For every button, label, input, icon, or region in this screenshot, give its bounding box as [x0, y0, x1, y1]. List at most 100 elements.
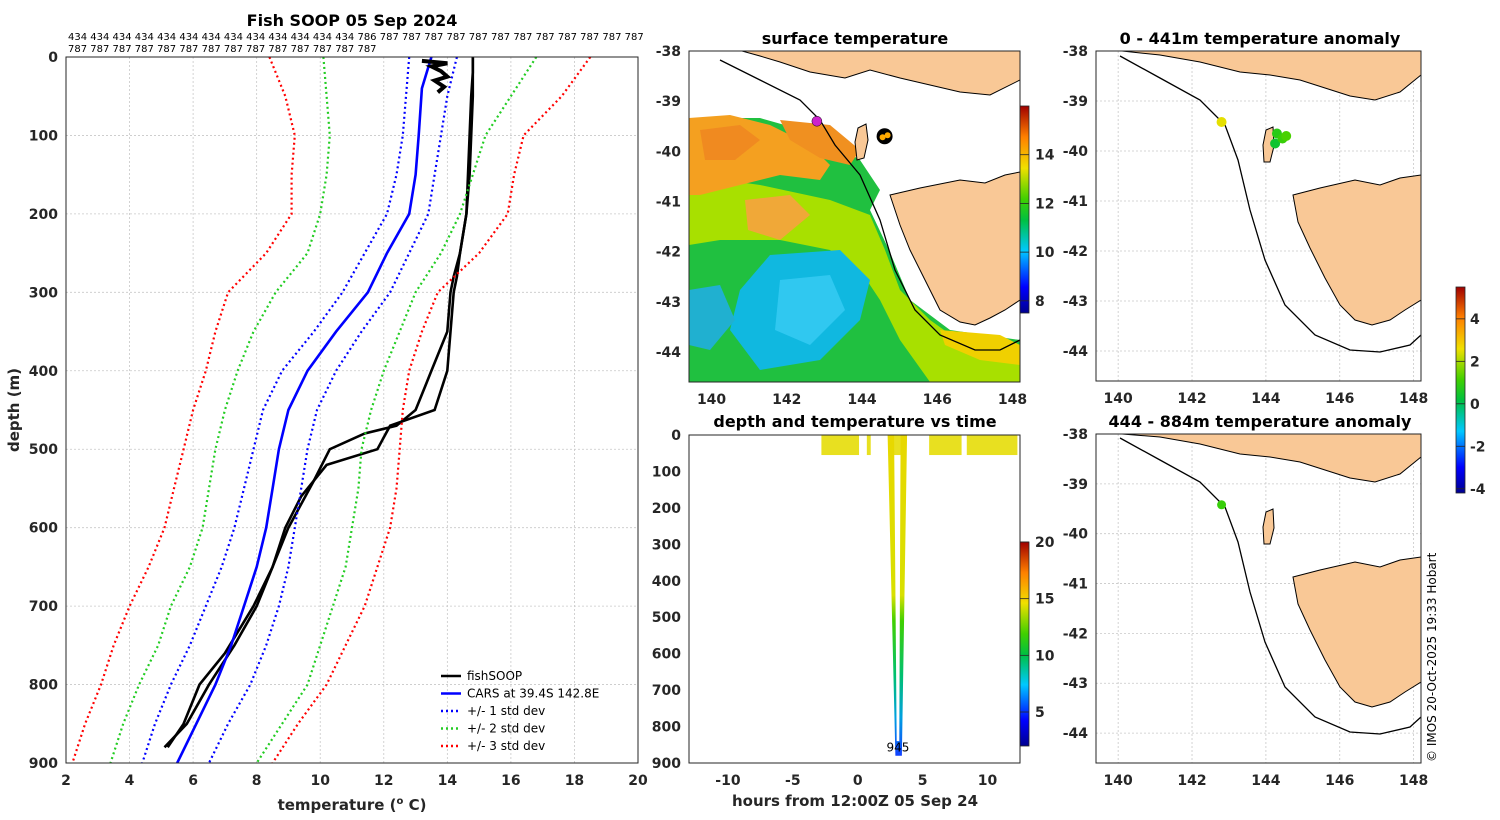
- series-line-1: [166, 57, 475, 749]
- y-tick-label: 0: [671, 428, 681, 444]
- x-tick-label: 6: [188, 773, 198, 789]
- x-tick-label: 144: [1251, 773, 1280, 789]
- anomaly-point: [1216, 117, 1227, 127]
- profile-series: [71, 57, 592, 763]
- anomaly-upper-ticks: 140 142 144 146 148 -38 -39 -40 -41 -42 -43 -44: [1063, 44, 1429, 407]
- y-tick-label: -39: [1063, 477, 1088, 493]
- profile-x-label: temperature (o C): [278, 796, 427, 814]
- x-tick-label: 144: [1251, 391, 1280, 407]
- mainland-australia: [741, 51, 1020, 96]
- anomaly-lower-ticks: 140 142 144 146 148 -38 -39 -40 -41 -42 -43 -44: [1063, 427, 1429, 789]
- legend-label: fishSOOP: [467, 669, 522, 683]
- x-tick-label: 146: [1325, 391, 1354, 407]
- anomaly-lower-map: [1119, 434, 1421, 735]
- profile-location-marker: [876, 128, 893, 145]
- vessel-position-marker: [811, 115, 823, 127]
- anomaly-upper-points: [1216, 117, 1292, 149]
- sst-field: [689, 115, 1020, 382]
- y-tick-label: 600: [29, 521, 58, 537]
- depth-time-title: depth and temperature vs time: [713, 412, 996, 431]
- x-tick-label: 148: [1399, 391, 1428, 407]
- profile-trace: [887, 435, 908, 756]
- x-tick-label: 20: [628, 773, 648, 789]
- series-line-4: [208, 57, 458, 763]
- colorbar-tick-label: 10: [1035, 648, 1055, 664]
- y-tick-label: -38: [656, 44, 681, 60]
- x-tick-label: 4: [125, 773, 135, 789]
- surface-temperature-map: [689, 51, 1020, 382]
- y-tick-label: 300: [652, 537, 681, 553]
- profile-title: Fish SOOP 05 Sep 2024: [247, 11, 458, 30]
- x-tick-label: 0: [853, 773, 863, 789]
- y-tick-label: 700: [652, 683, 681, 699]
- colorbar-tick-label: 4: [1470, 312, 1480, 328]
- y-tick-label: 500: [29, 442, 58, 458]
- profile-header-row2: 787 787 787 787 787 787 787 787 787 787 …: [68, 44, 377, 55]
- depth-time-frame: [688, 434, 1021, 764]
- x-tick-label: 5: [918, 773, 928, 789]
- profile-y-ticks: 0 100 200 300 400 500 600 700 800 900: [29, 50, 58, 772]
- x-tick-label: 12: [374, 773, 393, 789]
- anomaly-upper-panel: 0 - 441m temperature anomaly 140 142 144 14…: [1063, 29, 1429, 407]
- x-tick-label: 140: [1104, 773, 1133, 789]
- legend-label: CARS at 39.4S 142.8E: [467, 687, 599, 701]
- y-tick-label: 500: [652, 610, 681, 626]
- y-tick-label: 900: [652, 756, 681, 772]
- x-tick-label: 10: [978, 773, 998, 789]
- x-tick-label: 14: [438, 773, 458, 789]
- y-tick-label: -41: [1063, 577, 1088, 593]
- y-tick-label: -41: [656, 194, 681, 210]
- y-tick-label: -44: [1063, 344, 1089, 360]
- colorbar-tick-label: 2: [1470, 354, 1480, 370]
- x-tick-label: 16: [501, 773, 520, 789]
- y-tick-label: -38: [1063, 427, 1088, 443]
- depth-time-plot: [821, 435, 1018, 756]
- colorbar-tick-label: 15: [1035, 592, 1054, 608]
- y-tick-label: 800: [652, 720, 681, 736]
- y-tick-label: 400: [29, 364, 58, 380]
- y-tick-label: -43: [1063, 294, 1088, 310]
- colorbar-tick-label: 8: [1035, 294, 1045, 310]
- tasmania: [889, 171, 1020, 326]
- series-line-3: [141, 57, 411, 763]
- y-tick-label: -39: [1063, 94, 1088, 110]
- x-tick-label: 140: [697, 392, 726, 408]
- y-tick-label: -43: [656, 295, 681, 311]
- y-tick-label: 700: [29, 599, 58, 615]
- surface-data-band: [892, 435, 905, 456]
- x-tick-label: 18: [565, 773, 584, 789]
- surface-temperature-colorbar: 8 10 12 14: [1019, 105, 1055, 314]
- x-tick-label: 148: [998, 392, 1027, 408]
- shelf-contour: [719, 59, 1020, 351]
- anomaly-upper-map: [1119, 51, 1421, 353]
- colorbar-tick-label: -4: [1470, 482, 1486, 498]
- depth-time-panel: depth and temperature vs time -10 -5 0 5 100…: [652, 412, 1055, 810]
- depth-time-colorbar: 5 10 15 20: [1019, 535, 1055, 747]
- x-tick-label: 140: [1104, 391, 1133, 407]
- y-tick-label: 200: [29, 207, 58, 223]
- y-tick-label: -38: [1063, 44, 1088, 60]
- marker-dot: [884, 132, 891, 139]
- colorbar-tick-label: 20: [1035, 535, 1055, 551]
- x-tick-label: 8: [252, 773, 262, 789]
- y-tick-label: -42: [656, 245, 681, 261]
- surface-data-band: [821, 435, 860, 456]
- y-tick-label: 100: [29, 128, 58, 144]
- colorbar-tick-label: 12: [1035, 196, 1054, 212]
- x-tick-label: 2: [61, 773, 71, 789]
- series-line-8: [271, 57, 592, 763]
- x-tick-label: 142: [1177, 391, 1206, 407]
- profile-x-ticks: 2 4 6 8 10 12 14 16 18 20: [61, 773, 648, 789]
- anomaly-point: [1281, 131, 1292, 141]
- colorbar-tick-label: 5: [1035, 705, 1045, 721]
- y-tick-label: 900: [29, 756, 58, 772]
- series-line-6: [255, 57, 538, 763]
- legend-label: +/- 2 std dev: [467, 722, 545, 736]
- x-tick-label: -5: [785, 773, 801, 789]
- x-tick-label: 142: [1177, 773, 1206, 789]
- anomaly-lower-points: [1217, 500, 1227, 510]
- y-tick-label: -43: [1063, 676, 1088, 692]
- series-line-2: [176, 57, 433, 763]
- colorbar-tick-label: 14: [1035, 148, 1055, 164]
- series-surface-cluster: [421, 58, 452, 94]
